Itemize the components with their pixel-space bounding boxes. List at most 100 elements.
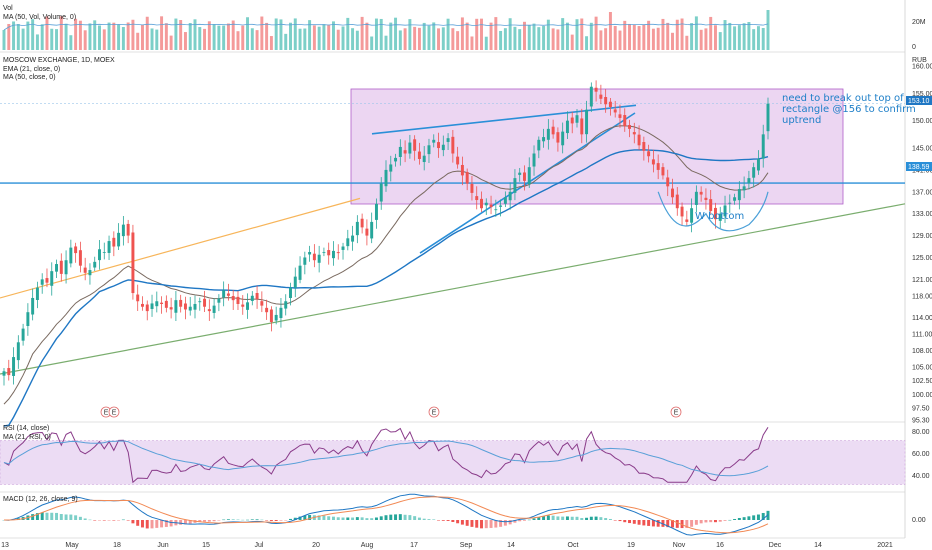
volume-bar (160, 16, 164, 50)
macd-hist-bar (59, 514, 63, 520)
orange-trendline[interactable] (0, 197, 361, 299)
macd-hist-bar (102, 520, 106, 521)
candle-body (193, 303, 197, 310)
macd-hist-bar (317, 515, 321, 520)
candle-body (336, 252, 340, 254)
macd-hist-bar (207, 520, 211, 522)
volume-bar (331, 21, 335, 50)
candle-body (713, 207, 717, 220)
volume-bar (513, 26, 517, 50)
candle-body (21, 328, 25, 341)
volume-bar (269, 36, 273, 50)
macd-hist-bar (508, 520, 512, 525)
candle-body (632, 132, 636, 135)
volume-bar (723, 20, 727, 50)
candle-body (317, 254, 321, 263)
macd-hist-bar (98, 520, 101, 521)
earnings-markers[interactable]: E E E E (100, 406, 682, 418)
volume-bar (398, 30, 402, 50)
volume-bar (55, 29, 59, 50)
candle-body (183, 303, 187, 310)
candle-body (78, 250, 82, 266)
volume-bar (713, 25, 717, 50)
candle-body (513, 178, 517, 193)
macd-hist-bar (618, 520, 622, 522)
earnings-marker-3[interactable] (428, 406, 440, 418)
candle-body (26, 312, 30, 326)
volume-bar (21, 28, 25, 50)
volume-bar (284, 33, 288, 50)
macd-hist-bar (327, 516, 331, 520)
volume-bar (126, 22, 130, 50)
price-tick: 150.00 (912, 118, 932, 125)
volume-bar (446, 18, 450, 50)
macd-hist-bar (121, 519, 125, 521)
volume-bar (74, 18, 78, 50)
candle-body (74, 246, 78, 254)
volume-bar (637, 26, 641, 50)
volume-bar (623, 20, 627, 50)
candle-body (427, 145, 431, 155)
lower-trendline[interactable] (419, 112, 636, 254)
macd-hist-bar (140, 520, 144, 528)
candle-body (83, 267, 87, 273)
volume-ma-line (3, 23, 769, 31)
candle-body (503, 197, 507, 204)
candle-body (241, 304, 245, 307)
candle-body (704, 197, 708, 201)
volume-bar (155, 29, 159, 50)
macd-hist-bar (694, 520, 698, 525)
candle-body (718, 213, 722, 221)
volume-bar (403, 28, 407, 50)
volume-bar (131, 19, 135, 50)
upper-trendline[interactable] (371, 104, 637, 135)
volume-bar (747, 22, 751, 50)
candle-body (446, 138, 450, 142)
macd-hist-bar (704, 520, 708, 523)
x-axis-label: Jun (157, 542, 168, 549)
volume-bar (417, 27, 421, 50)
last-price-badge (906, 96, 932, 105)
x-axis-label: Dec (769, 542, 782, 549)
candle-body (417, 151, 421, 159)
macd-hist-bar (680, 520, 684, 529)
level-badge-text: 138.59 (908, 164, 930, 171)
macd-hist-bar (546, 515, 550, 520)
x-axis-label: Oct (568, 542, 579, 549)
candle-body (723, 205, 727, 217)
macd-hist-bar (637, 520, 641, 525)
trendlines[interactable] (0, 103, 906, 375)
macd-hist-bar (183, 520, 187, 525)
w-bottom-shape[interactable] (657, 191, 769, 232)
candle-body (327, 250, 331, 256)
rsi-tick-40: 40.00 (912, 473, 930, 480)
candle-body (279, 307, 283, 319)
candle-body (518, 172, 522, 175)
earnings-marker-3-label: E (432, 410, 437, 417)
candle-body (742, 186, 746, 191)
candle-body (532, 153, 536, 167)
vol-ma-label: MA (50, Vol, Volume, 0) (3, 14, 76, 21)
volume-bar (475, 18, 479, 50)
macd-hist-bar (561, 516, 565, 520)
candle-body (647, 151, 651, 157)
volume-bar (12, 21, 16, 50)
volume-bar (480, 18, 483, 50)
macd-hist-bar (112, 520, 116, 521)
volume-bar (26, 21, 30, 50)
volume-bar (675, 19, 679, 50)
support-trendline[interactable] (0, 203, 906, 375)
candle-body (480, 198, 483, 209)
rsi-band (0, 440, 906, 485)
earnings-marker-2[interactable] (108, 406, 120, 418)
earnings-marker-1-label: E (104, 410, 109, 417)
macd-signal-line (4, 496, 769, 534)
price-tick: 97.50 (912, 405, 930, 412)
candle-body (752, 167, 756, 178)
volume-bar (370, 36, 374, 50)
macd-hist-bar (40, 512, 44, 520)
macd-hist-bar (365, 518, 369, 520)
volume-bar (279, 19, 283, 50)
earnings-marker-4[interactable] (670, 406, 682, 418)
volume-bar (761, 28, 765, 50)
